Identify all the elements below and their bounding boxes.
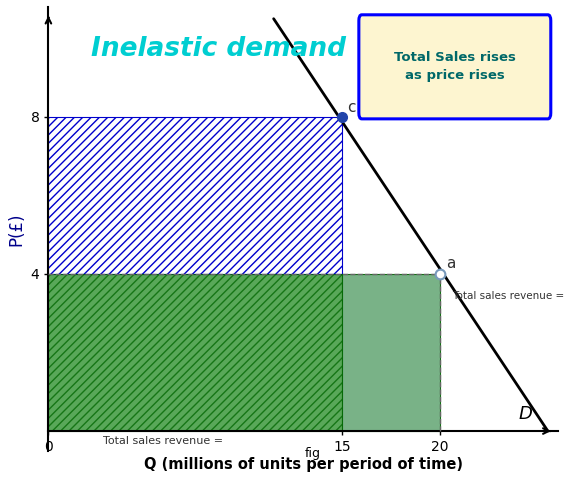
Text: Total Sales rises
as price rises: Total Sales rises as price rises xyxy=(394,51,516,82)
Text: c: c xyxy=(347,100,356,115)
Text: fig: fig xyxy=(305,446,321,459)
Text: Total sales revenue =: Total sales revenue = xyxy=(452,292,564,301)
Text: Inelastic demand: Inelastic demand xyxy=(92,36,346,62)
Text: Total sales revenue =: Total sales revenue = xyxy=(103,436,223,445)
Bar xyxy=(342,274,440,431)
Text: D: D xyxy=(518,405,532,423)
FancyBboxPatch shape xyxy=(359,15,551,119)
Bar xyxy=(48,274,342,431)
Bar xyxy=(48,117,342,274)
X-axis label: Q (millions of units per period of time): Q (millions of units per period of time) xyxy=(143,457,462,472)
Text: a: a xyxy=(446,256,455,271)
Y-axis label: P(£): P(£) xyxy=(7,212,25,245)
